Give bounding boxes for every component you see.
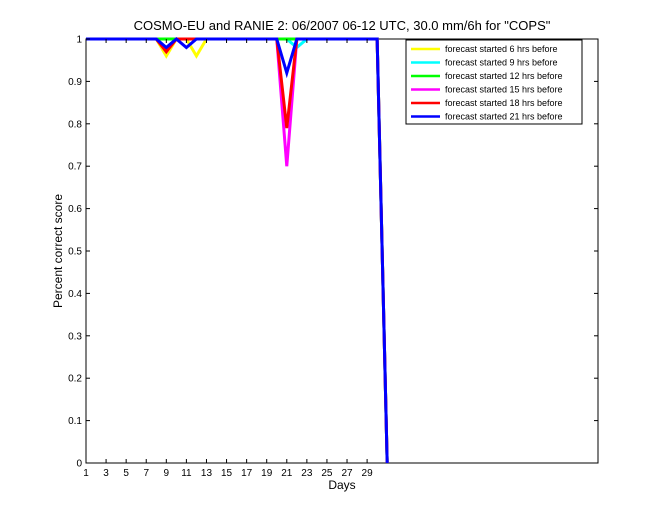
y-axis-ticks: 0 0.1 0.2 0.3 0.4 0.5 0.6 0.7 0.8 0.9 1 <box>68 35 598 470</box>
legend-label-5: forecast started 18 hrs before <box>445 98 563 108</box>
x-tick-label: 19 <box>261 468 273 479</box>
series-line-6 <box>86 37 389 464</box>
legend-label-4: forecast started 15 hrs before <box>445 85 563 95</box>
x-axis-title: Days <box>328 478 355 492</box>
y-tick-label: 0.6 <box>68 204 82 215</box>
y-tick-label: 0.8 <box>68 119 82 130</box>
y-tick-label: 0.3 <box>68 331 82 342</box>
legend-label-3: forecast started 12 hrs before <box>445 71 563 81</box>
y-tick-label: 0.5 <box>68 247 82 258</box>
y-tick-label: 0.9 <box>68 77 82 88</box>
x-tick-label: 21 <box>281 468 293 479</box>
x-tick-label: 3 <box>103 468 109 479</box>
y-tick-label: 0 <box>76 459 82 470</box>
x-tick-label: 15 <box>221 468 233 479</box>
x-tick-label: 29 <box>362 468 374 479</box>
x-tick-label: 5 <box>123 468 129 479</box>
legend: forecast started 6 hrs before forecast st… <box>405 39 583 125</box>
x-tick-label: 1 <box>83 468 89 479</box>
x-tick-label: 11 <box>181 468 192 479</box>
legend-label-6: forecast started 21 hrs before <box>445 112 563 122</box>
x-tick-label: 9 <box>164 468 170 479</box>
y-tick-label: 0.1 <box>68 416 82 427</box>
x-tick-label: 27 <box>341 468 353 479</box>
chart-title: COSMO-EU and RANIE 2: 06/2007 06-12 UTC,… <box>134 18 551 33</box>
y-tick-label: 0.2 <box>68 374 82 385</box>
y-tick-label: 0.4 <box>68 289 82 300</box>
x-axis-ticks: 1 3 5 7 9 11 13 15 17 19 21 23 25 27 29 <box>83 39 373 479</box>
x-tick-label: 13 <box>201 468 213 479</box>
legend-label-1: forecast started 6 hrs before <box>445 44 558 54</box>
y-axis-title: Percent correct score <box>51 194 65 308</box>
legend-label-2: forecast started 9 hrs before <box>445 58 558 68</box>
series-layer <box>86 37 389 464</box>
x-tick-label: 7 <box>143 468 149 479</box>
legend-box <box>405 39 583 125</box>
y-tick-label: 1 <box>76 35 82 46</box>
y-tick-label: 0.7 <box>68 162 82 173</box>
x-tick-label: 17 <box>241 468 253 479</box>
x-tick-label: 25 <box>321 468 333 479</box>
x-tick-label: 23 <box>301 468 313 479</box>
